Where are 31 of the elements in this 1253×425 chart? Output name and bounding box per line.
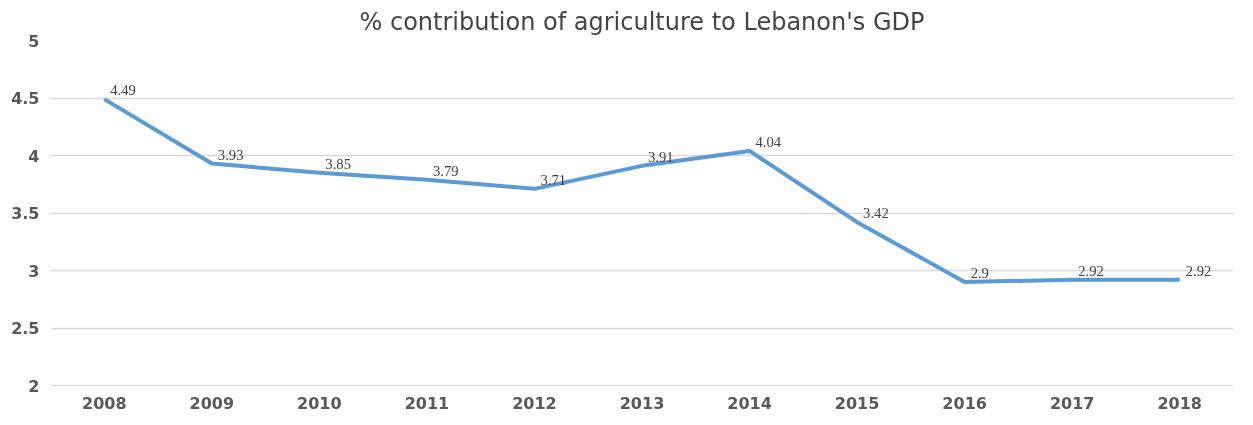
y-tick-label: 3.5 [11, 204, 40, 223]
y-tick-label: 4.5 [11, 89, 40, 108]
y-tick-label: 5 [28, 31, 40, 51]
x-tick-label: 2014 [727, 393, 772, 413]
x-tick-label: 2016 [942, 393, 987, 413]
y-tick-label: 2 [28, 376, 40, 396]
data-label: 4.49 [110, 82, 136, 99]
data-label: 3.93 [217, 146, 244, 163]
data-label: 3.42 [863, 205, 889, 222]
x-tick-label: 2009 [189, 393, 235, 413]
x-tick-label: 2013 [619, 393, 665, 413]
x-tick-label: 2010 [297, 393, 342, 413]
data-label: 3.85 [325, 155, 352, 172]
x-tick-label: 2018 [1157, 393, 1202, 413]
y-tick-label: 2.5 [11, 319, 40, 338]
data-label: 2.9 [970, 265, 989, 281]
x-tick-label: 2008 [82, 393, 127, 413]
data-label: 3.91 [648, 148, 674, 165]
x-tick-label: 2012 [512, 393, 557, 413]
line-series [102, 97, 1182, 284]
data-label: 3.71 [540, 171, 567, 188]
chart-title: % contribution of agriculture to Lebanon's GDP [359, 7, 925, 36]
y-tick-label: 4 [28, 146, 40, 166]
data-label: 2.92 [1078, 262, 1104, 279]
data-label: 2.92 [1185, 262, 1212, 279]
data-label: 3.79 [432, 162, 459, 179]
data-label: 4.04 [755, 133, 782, 150]
x-tick-label: 2017 [1049, 393, 1095, 413]
y-tick-label: 3 [28, 261, 40, 281]
x-tick-label: 2011 [404, 393, 450, 413]
x-tick-label: 2015 [834, 393, 880, 413]
